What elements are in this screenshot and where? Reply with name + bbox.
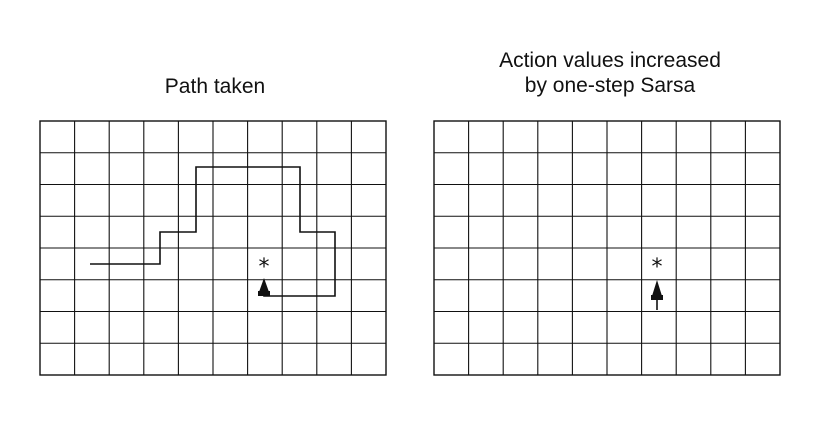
right-panel-title: Action values increased by one-step Sars… [435, 48, 785, 98]
left-goal-asterisk: * [259, 255, 270, 280]
right-goal-asterisk: * [652, 255, 663, 280]
left-panel-title: Path taken [40, 74, 390, 99]
right-panel-title-line1: Action values increased [499, 49, 721, 72]
right-agent-icon [651, 280, 663, 310]
left-panel-title-text: Path taken [164, 75, 266, 98]
right-panel-title-line2: by one-step Sarsa [524, 74, 696, 97]
agent-path-line [90, 166, 336, 297]
left-agent-icon [258, 278, 270, 296]
right-gridworld [433, 120, 781, 376]
left-gridworld [39, 120, 387, 376]
